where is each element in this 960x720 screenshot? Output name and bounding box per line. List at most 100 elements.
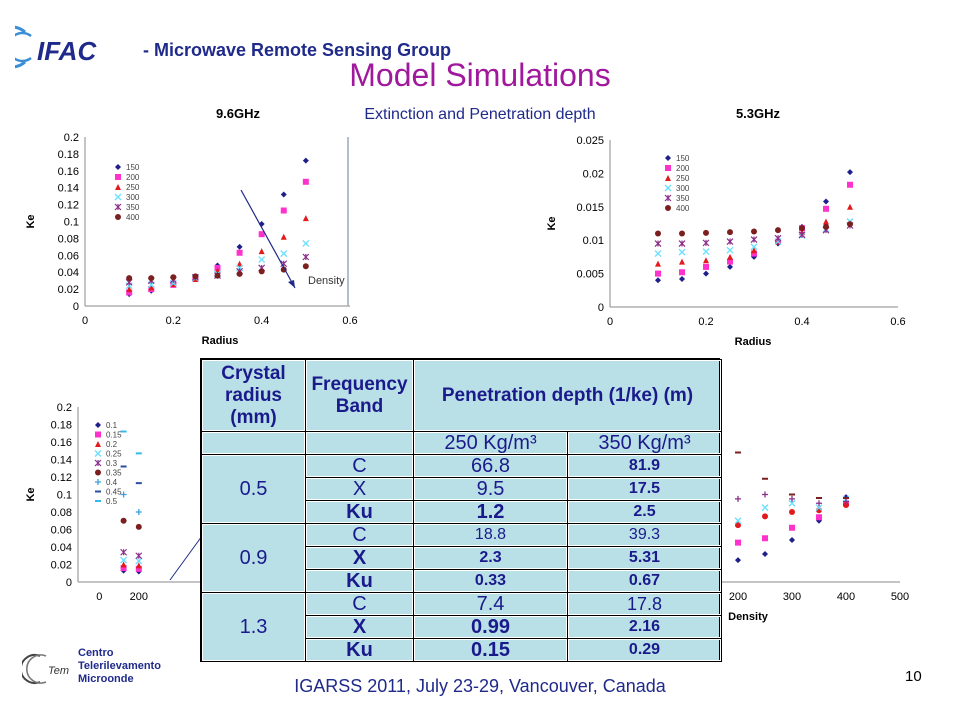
legend-marker: [665, 155, 671, 161]
x-tick-label: 0: [607, 316, 613, 328]
page-number: 10: [905, 668, 922, 685]
data-point: [702, 239, 710, 247]
x-tick-label: 400: [837, 591, 855, 603]
legend-label: 150: [126, 163, 140, 172]
data-point: [135, 482, 142, 485]
band-cell: Ku: [305, 500, 414, 524]
chart-density-right: 200 300 400 500 Density: [700, 451, 909, 623]
depth-250-cell: 2.3: [413, 546, 568, 570]
header-frequency-band: Frequency Band: [305, 359, 414, 432]
data-point: [727, 253, 733, 260]
data-point: [120, 517, 127, 524]
depth-250-cell: 9.5: [413, 477, 568, 501]
band-cell: C: [305, 454, 414, 478]
slide-title: Model Simulations: [349, 57, 611, 93]
data-point: [843, 498, 849, 505]
x-tick-label: 0.6: [342, 315, 357, 327]
x-tick-label: 0.2: [166, 315, 181, 327]
legend-label: 300: [126, 193, 140, 202]
data-point: [762, 535, 768, 542]
data-point: [823, 205, 829, 212]
data-point: [816, 497, 822, 499]
data-point: [679, 275, 685, 282]
data-point: [135, 552, 143, 560]
data-point: [816, 514, 822, 521]
data-point: [135, 452, 142, 455]
band-cell: X: [305, 477, 414, 501]
depth-350-cell: 17.8: [567, 592, 722, 616]
y-tick-label: 0.16: [51, 437, 72, 449]
header-density-250: 250 Kg/m³: [413, 431, 568, 455]
data-point: [120, 561, 127, 568]
legend-label: 200: [126, 173, 140, 182]
data-point: [735, 539, 741, 546]
cetem-line: Centro: [78, 647, 114, 659]
data-point: [823, 198, 829, 205]
x-axis-label: Radius: [202, 335, 239, 347]
legend-marker: [115, 164, 121, 170]
data-point: [847, 203, 853, 210]
data-point: [727, 263, 733, 270]
data-point: [135, 523, 142, 530]
y-tick-label: 0: [66, 577, 72, 589]
density-arrowhead: [288, 280, 295, 288]
data-point: [843, 497, 849, 499]
data-point: [762, 513, 768, 520]
legend-marker: [94, 459, 102, 467]
data-point: [236, 270, 243, 277]
header-density-350: 350 Kg/m³: [567, 431, 722, 455]
legend-marker: [95, 422, 101, 428]
y-tick-label: 0.12: [51, 472, 72, 484]
data-point: [302, 253, 310, 261]
legend-marker: [95, 431, 101, 438]
x-tick-label: 0: [82, 315, 88, 327]
legend-marker: [115, 184, 121, 190]
legend-marker: [665, 165, 671, 171]
data-point: [302, 178, 309, 185]
data-point: [258, 256, 266, 263]
data-point: [302, 157, 309, 164]
x-tick-label: 0.4: [254, 315, 269, 327]
legend-marker: [665, 205, 671, 211]
depth-350-cell: 17.5: [567, 477, 722, 501]
group-title: - Microwave Remote Sensing Group: [143, 40, 452, 60]
data-point: [751, 247, 757, 254]
legend-label: 350: [676, 194, 690, 203]
depth-250-cell: 0.33: [413, 569, 568, 593]
y-tick-label: 0.005: [576, 269, 604, 281]
header-empty-cell: [201, 431, 306, 455]
chart-density-left: 00.020.040.060.080.10.120.140.160.180.20…: [25, 402, 220, 603]
y-tick-label: 0.015: [576, 202, 604, 214]
data-point: [126, 275, 133, 282]
data-point: [302, 263, 309, 270]
chart-title: 5.3GHz: [736, 106, 781, 121]
radius-cell: 1.3: [201, 592, 306, 662]
data-point: [655, 277, 661, 284]
y-axis-label: Ke: [25, 214, 37, 228]
x-tick-label: 200: [729, 591, 747, 603]
y-tick-label: 0.08: [51, 507, 72, 519]
data-point: [735, 522, 741, 529]
y-tick-label: 0.06: [58, 250, 79, 262]
depth-250-cell: 0.15: [413, 638, 568, 662]
band-cell: Ku: [305, 638, 414, 662]
x-tick-label: 500: [891, 591, 909, 603]
data-point: [703, 270, 709, 277]
data-point: [655, 260, 661, 267]
data-point: [750, 243, 758, 251]
data-point: [236, 243, 243, 250]
legend-marker: [95, 441, 101, 447]
data-point: [258, 248, 265, 255]
data-point: [823, 223, 829, 230]
depth-250-cell: 1.2: [413, 500, 568, 524]
data-point: [679, 258, 685, 265]
density-arrow: [240, 189, 296, 289]
slide-subtitle: Extinction and Penetration depth: [364, 106, 596, 123]
y-tick-label: 0.025: [576, 135, 604, 147]
legend-marker: [95, 500, 101, 502]
y-tick-label: 0.08: [58, 233, 79, 245]
y-tick-label: 0.2: [64, 132, 79, 144]
data-point: [726, 238, 734, 245]
cetem-line: Telerilevamento: [78, 660, 161, 672]
data-point: [280, 191, 287, 198]
